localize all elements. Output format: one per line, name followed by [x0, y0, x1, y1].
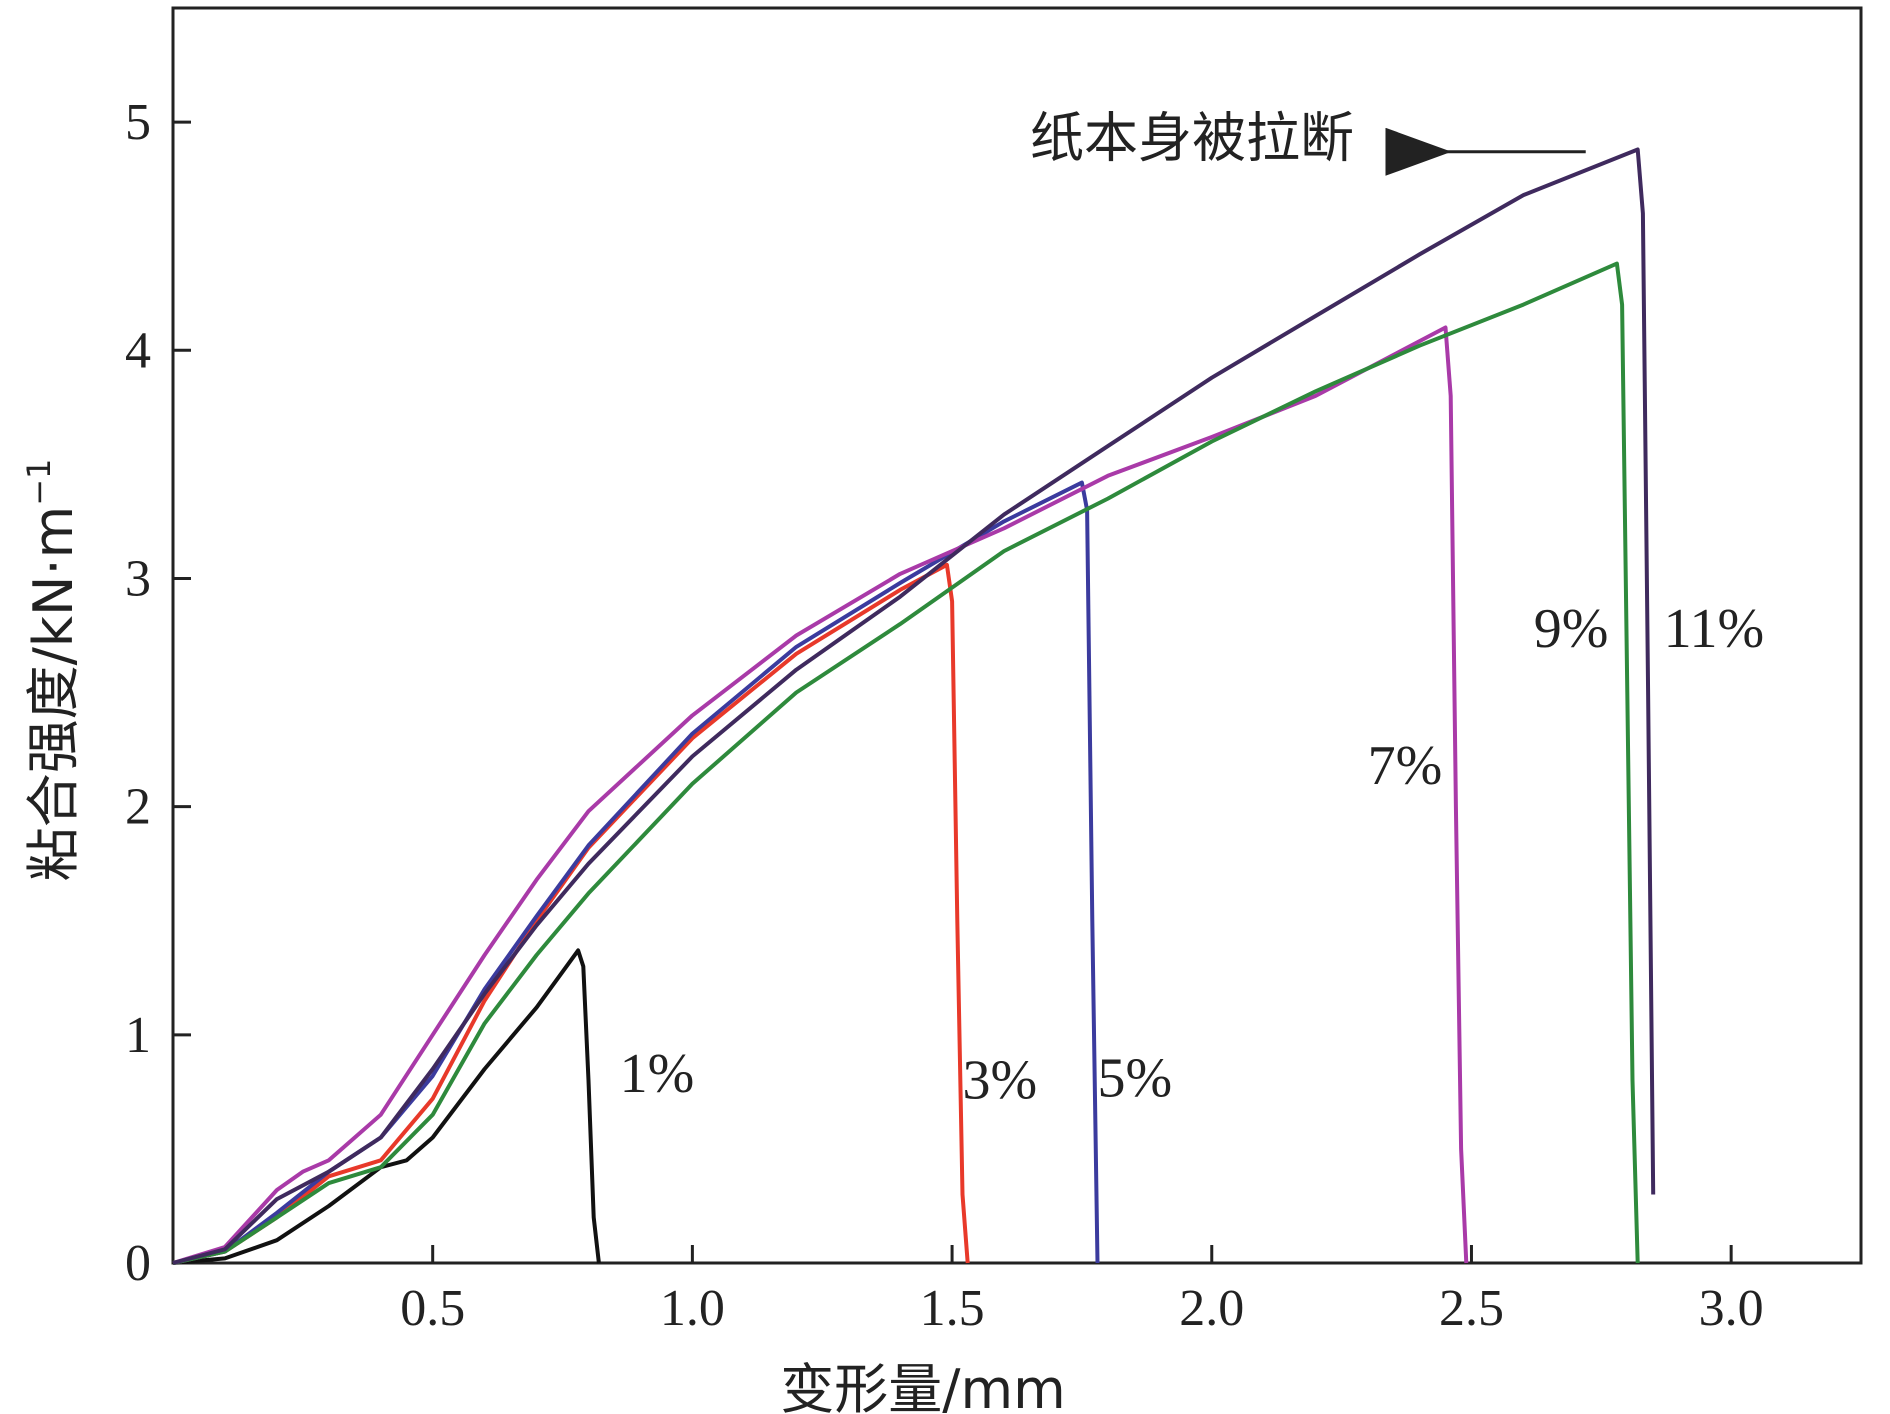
- series-label-7pct: 7%: [1368, 735, 1443, 797]
- y-axis-title-main: 粘合强度/kN·m: [22, 506, 85, 882]
- series-label-11pct: 11%: [1664, 598, 1765, 660]
- y-tick-label: 5: [125, 94, 151, 151]
- x-tick-label: 1.5: [920, 1280, 985, 1337]
- x-tick-label: 0.5: [400, 1280, 465, 1337]
- x-tick-label: 1.0: [660, 1280, 725, 1337]
- series-line-9pct: [172, 261, 1640, 1265]
- annotation-label: 纸本身被拉断: [1030, 106, 1354, 169]
- series-line-11pct: [172, 147, 1656, 1265]
- y-tick-label: 3: [125, 550, 151, 607]
- series-line-7pct: [172, 325, 1469, 1265]
- plot-frame: [171, 6, 1863, 1265]
- y-axis-title: 粘合强度/kN·m−1: [20, 459, 85, 882]
- y-axis-title-superscript: −1: [20, 459, 58, 506]
- x-axis-title: 变形量/mm: [780, 1358, 1065, 1414]
- series-line-5pct: [172, 480, 1100, 1265]
- series-label-9pct: 9%: [1534, 598, 1609, 660]
- series-label-5pct: 5%: [1098, 1047, 1173, 1109]
- series-line-1pct: [172, 948, 601, 1265]
- x-tick-label: 3.0: [1699, 1280, 1764, 1337]
- x-tick-label: 2.0: [1179, 1280, 1244, 1337]
- series-label-3pct: 3%: [962, 1050, 1037, 1112]
- y-tick-label: 2: [125, 779, 151, 836]
- y-tick-label: 0: [125, 1235, 151, 1292]
- y-tick-label: 1: [125, 1007, 151, 1064]
- y-tick-label: 4: [125, 322, 151, 379]
- x-tick-label: 2.5: [1439, 1280, 1504, 1337]
- series-label-1pct: 1%: [620, 1043, 695, 1105]
